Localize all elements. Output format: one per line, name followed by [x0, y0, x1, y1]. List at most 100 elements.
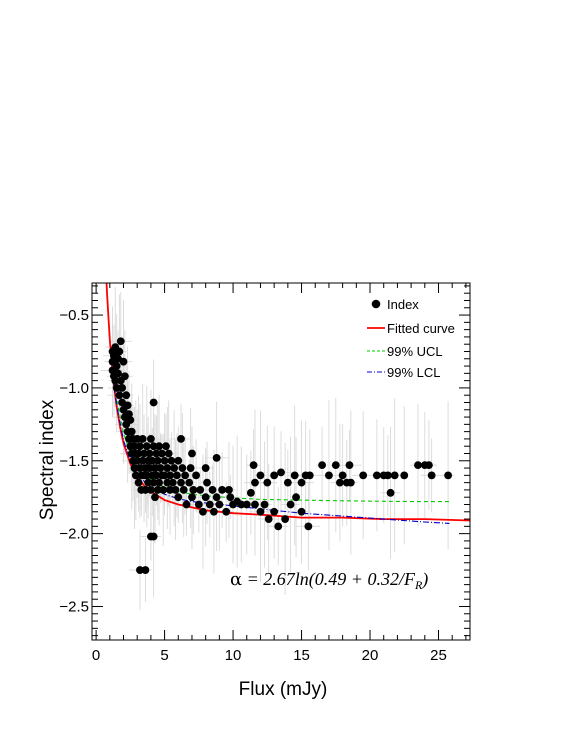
data-point [140, 449, 148, 458]
data-point [260, 500, 269, 509]
data-point [133, 456, 142, 465]
data-point [277, 468, 285, 477]
data-point [174, 456, 183, 465]
data-point [209, 507, 218, 516]
data-point [178, 464, 187, 472]
data-points [108, 337, 452, 574]
data-point [208, 486, 217, 494]
data-point [115, 391, 124, 400]
data-point [170, 464, 179, 472]
x-tick-label: 0 [92, 647, 100, 664]
x-tick-label: 25 [430, 647, 447, 664]
data-point [116, 337, 125, 346]
data-point [159, 486, 168, 494]
x-axis: 0 5 10 15 20 25 [92, 283, 467, 664]
data-point [383, 471, 392, 480]
data-point [201, 464, 210, 472]
legend-label-fitted: Fitted curve [387, 321, 455, 336]
legend-label-lcl: 99% LCL [387, 365, 440, 380]
data-point [134, 478, 143, 487]
data-point [263, 478, 272, 487]
data-point [179, 486, 188, 494]
data-point [160, 471, 169, 480]
data-point [173, 471, 181, 480]
data-point [205, 500, 214, 509]
data-point [138, 456, 147, 465]
data-point [157, 449, 166, 458]
data-point [226, 493, 235, 502]
data-point [153, 486, 162, 494]
data-point [199, 507, 207, 516]
legend-marker-index [371, 299, 381, 309]
data-point [251, 500, 259, 509]
data-point [134, 449, 143, 458]
data-point [167, 456, 176, 465]
formula-close: ) [421, 569, 428, 590]
lcl-curve [111, 376, 450, 524]
data-point [136, 464, 144, 472]
formula-body: = 2.67ln(0.49 + 0.32/F [242, 569, 416, 590]
data-point [292, 493, 300, 502]
y-axis-title: Spectral index [37, 399, 58, 520]
data-point [177, 478, 185, 487]
y-tick-label: −1.0 [59, 380, 89, 397]
data-point [155, 442, 164, 451]
data-point [152, 449, 161, 458]
data-point [270, 507, 279, 516]
data-point [264, 515, 273, 523]
data-point [142, 442, 151, 451]
data-point [281, 515, 290, 523]
data-point [286, 500, 295, 509]
plot-frame [91, 282, 471, 641]
data-point [359, 471, 368, 480]
y-tick-label: −2.5 [59, 598, 89, 615]
data-point [212, 493, 221, 502]
formula-alpha: α [230, 569, 242, 590]
data-point [425, 461, 433, 470]
data-point [152, 471, 161, 480]
formula-subscript: R [414, 578, 423, 592]
data-point [112, 384, 121, 392]
data-point [151, 493, 159, 502]
x-tick-label: 10 [225, 647, 242, 664]
data-point [119, 357, 128, 366]
data-point [325, 471, 333, 480]
data-point [163, 464, 172, 472]
data-point [444, 471, 452, 480]
data-point [414, 461, 422, 470]
data-point [156, 464, 165, 472]
data-point [182, 500, 191, 509]
data-point [145, 464, 154, 472]
data-point [155, 478, 164, 487]
data-point [130, 442, 139, 451]
data-point [114, 369, 122, 378]
data-point [189, 486, 198, 494]
data-point [125, 410, 133, 419]
y-tick-label: −0.5 [59, 307, 89, 324]
data-point [427, 471, 436, 480]
data-point [160, 456, 169, 465]
data-point [251, 478, 259, 487]
data-point [246, 488, 255, 497]
data-point [186, 464, 195, 472]
data-point [166, 471, 174, 480]
data-point [185, 478, 194, 487]
data-point [149, 478, 158, 487]
data-point [171, 486, 180, 494]
legend: Index Fitted curve 99% UCL 99% LCL [367, 297, 455, 380]
data-point [335, 478, 344, 487]
data-point [256, 471, 265, 480]
data-point [188, 449, 196, 458]
data-point [123, 401, 132, 410]
data-point [283, 478, 292, 487]
legend-label-ucl: 99% UCL [387, 344, 443, 359]
x-tick-label: 5 [160, 647, 168, 664]
data-point [201, 493, 210, 502]
data-point [120, 372, 129, 381]
data-point [256, 507, 265, 516]
data-point [163, 478, 172, 487]
data-point [164, 449, 173, 458]
data-point [149, 398, 158, 407]
data-point [162, 442, 170, 451]
